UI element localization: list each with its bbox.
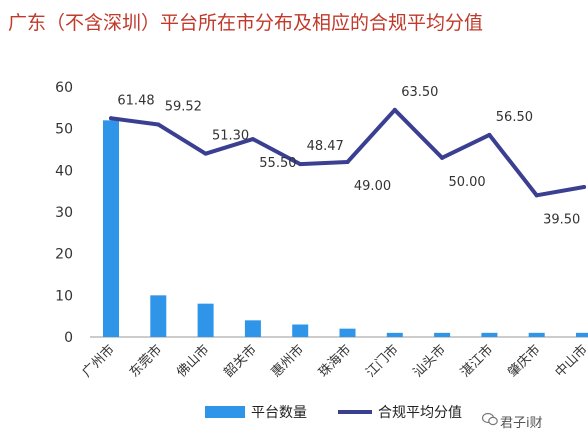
- y-tick-label: 30: [55, 205, 73, 221]
- bar: [244, 320, 261, 337]
- line-data-label: 51.30: [212, 129, 249, 144]
- legend-swatch-bar: [205, 406, 245, 418]
- x-tick-label: 汕头市: [410, 342, 449, 381]
- watermark: 君子i财: [500, 416, 543, 431]
- bars-layer: [103, 120, 588, 337]
- x-tick-label: 中山市: [552, 342, 588, 381]
- line-point: [203, 151, 208, 156]
- legend-label-line: 合规平均分值: [378, 405, 462, 421]
- chart-title: 广东（不含深圳）平台所在市分布及相应的合规平均分值: [8, 12, 484, 34]
- legend-label-bar: 平台数量: [251, 405, 307, 421]
- line-data-label: 50.00: [448, 175, 485, 190]
- x-tick-label: 肇庆市: [505, 342, 544, 381]
- x-tick-label: 湛江市: [457, 342, 496, 381]
- line-point: [440, 155, 445, 160]
- x-tick-label: 佛山市: [174, 342, 213, 381]
- line-point: [487, 132, 492, 137]
- line-point: [250, 137, 255, 142]
- y-tick-label: 10: [55, 288, 73, 304]
- line-data-label: 49.00: [354, 179, 391, 194]
- bar: [103, 120, 119, 337]
- y-tick-label: 40: [55, 163, 73, 179]
- y-tick-label: 60: [55, 80, 73, 96]
- y-tick-label: 20: [55, 247, 73, 263]
- bar: [386, 332, 403, 337]
- line-point: [345, 160, 350, 164]
- line-data-label: 39.50: [543, 212, 580, 227]
- y-tick-label: 0: [64, 330, 73, 346]
- bar: [528, 332, 545, 337]
- x-tick-label: 韶关市: [221, 342, 260, 381]
- y-tick-label: 50: [55, 122, 73, 138]
- line-data-label: 61.48: [117, 93, 154, 108]
- x-tick-label: 珠海市: [315, 342, 354, 381]
- line-layer: [109, 107, 586, 198]
- bar: [339, 328, 356, 337]
- bar: [150, 295, 167, 337]
- line-point: [109, 116, 113, 121]
- line-point: [298, 162, 303, 167]
- bar: [576, 332, 588, 337]
- x-tick-label: 惠州市: [268, 342, 307, 381]
- line-data-label: 59.52: [165, 100, 202, 115]
- line-point: [392, 107, 397, 112]
- bar: [197, 303, 214, 337]
- legend: 平台数量 合规平均分值: [205, 405, 462, 421]
- line-point: [156, 122, 161, 127]
- x-tick-label: 江门市: [363, 342, 402, 381]
- bar: [292, 324, 309, 337]
- wechat-icon: [482, 412, 498, 426]
- data-labels-layer: 61.48 59.52 51.30 55.50 48.47 49.00 63.50 50.00…: [117, 85, 580, 227]
- bar: [481, 332, 498, 337]
- axis-layer: 0 10 20 30 40 50 60 广州市 东莞市 佛山市 韶关市 惠州市 珠海市 江门市 汕头市 湛江市…: [55, 80, 588, 380]
- line-data-label: 56.50: [496, 110, 533, 125]
- line-data-label: 55.50: [259, 156, 296, 171]
- x-tick-label: 东莞市: [126, 342, 165, 381]
- line-point: [582, 185, 586, 189]
- x-tick-label: 广州市: [79, 342, 118, 381]
- line-point: [534, 193, 539, 198]
- line-data-label: 48.47: [307, 139, 344, 154]
- line-data-label: 63.50: [401, 85, 438, 100]
- bar: [434, 332, 451, 337]
